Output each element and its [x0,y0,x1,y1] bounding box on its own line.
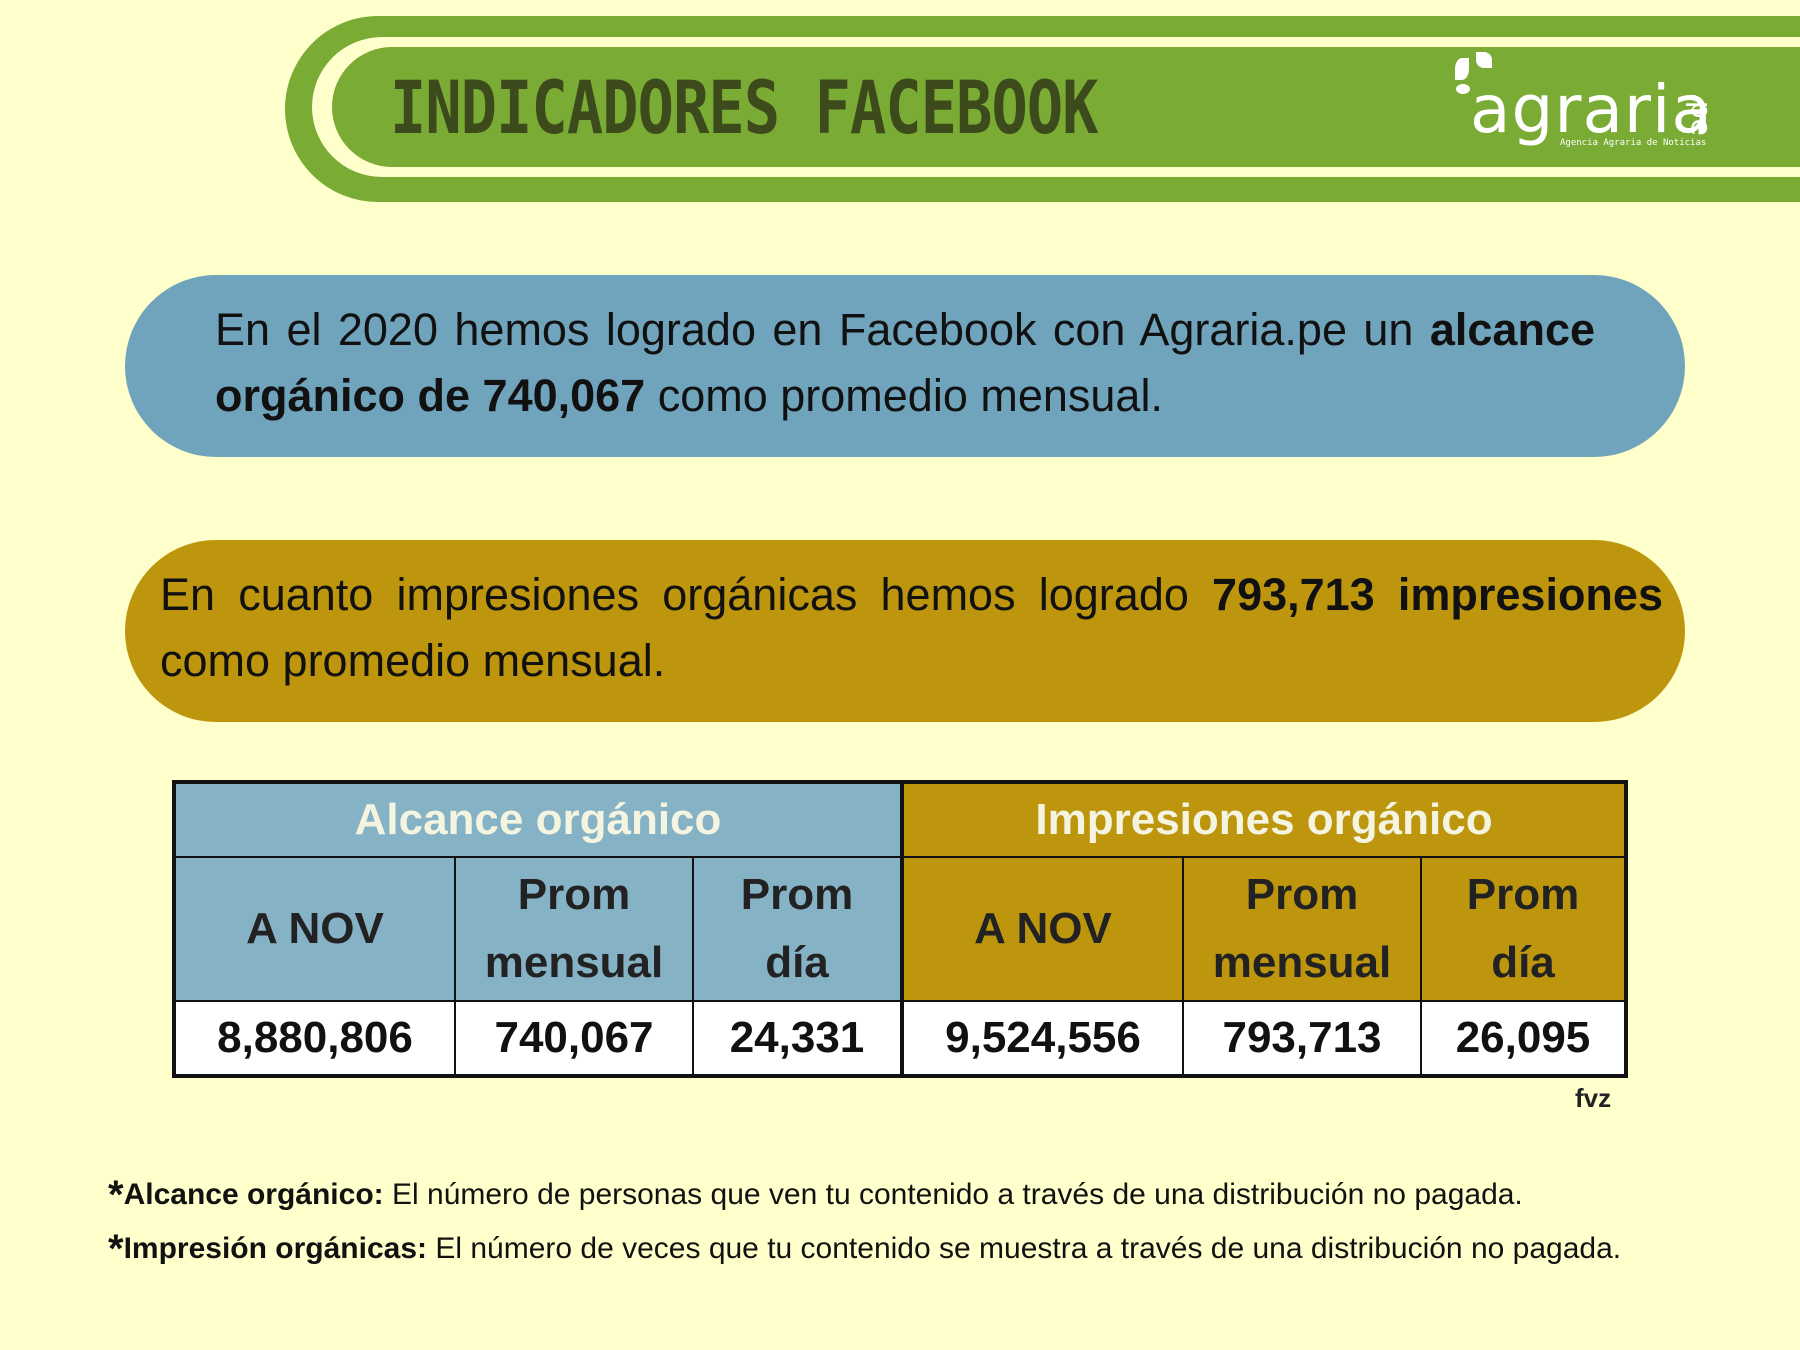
column-header-reach-daily: Prom día [692,856,903,1002]
logo-tagline: Agencia Agraria de Noticias [1560,138,1707,148]
author-credit: fvz [1575,1083,1612,1113]
column-header-label: día [1491,938,1555,987]
reach-text-after: como promedio mensual. [657,370,1163,421]
asterisk: * [108,1173,124,1217]
table-cell-impressions-monthly: 793,713 [1182,1000,1422,1077]
table-cell-impressions-daily: 26,095 [1420,1000,1627,1077]
leaf-icon [1456,84,1470,94]
column-header-label: Prom [740,870,854,919]
reach-text-bold: alcance orgánico de 740,067 [215,304,1595,421]
logo-wordmark: agraria [1470,71,1713,148]
footnote-text: El número de personas que ven tu conteni… [392,1178,1523,1211]
table-row: 8,880,806 740,067 24,331 9,524,556 793,7… [173,1000,1627,1077]
footnotes: *Alcance orgánico: El número de personas… [108,1168,1788,1276]
column-header-label: Prom [517,870,631,919]
footnote-text: El número de veces que tu contenido se m… [435,1232,1622,1265]
table-cell-reach-daily: 24,331 [692,1000,903,1077]
logo-suffix: .pe [1685,92,1718,136]
impressions-text-bold: 793,713 impresiones [1212,569,1663,620]
reach-summary-text: En el 2020 hemos logrado en Facebook con… [215,297,1595,429]
impressions-summary: En cuanto impresiones orgánicas hemos lo… [125,540,1685,722]
group-header-reach: Alcance orgánico [173,781,903,858]
footnote-term: Alcance orgánico: [123,1178,384,1211]
column-header-label: Prom [1245,870,1359,919]
leaf-icon [1476,52,1492,68]
column-header-reach-monthly: Prom mensual [454,856,694,1002]
header-banner-band [332,47,1800,167]
table-cell-reach-total: 8,880,806 [173,1000,456,1077]
column-header-label: mensual [1212,938,1392,987]
column-header-impressions-daily: Prom día [1420,856,1627,1002]
table-group-row: Alcance orgánico Impresiones orgánico [173,781,1627,858]
footnote-term: Impresión orgánicas: [123,1232,427,1265]
agraria-logo: agraria .pe Agencia Agraria de Noticias [1450,50,1750,160]
table-cell-impressions-total: 9,524,556 [900,1000,1184,1077]
column-header-label: día [765,938,829,987]
table-column-row: A NOV Prom mensual Prom día A NOV Prom m… [173,856,1627,1002]
reach-summary: En el 2020 hemos logrado en Facebook con… [125,275,1685,457]
impressions-text-after: como promedio mensual. [160,635,666,686]
footnote-reach: *Alcance orgánico: El número de personas… [108,1168,1788,1222]
column-header-impressions-monthly: Prom mensual [1182,856,1422,1002]
column-header-label: Prom [1466,870,1580,919]
column-header-impressions-total: A NOV [900,856,1184,1002]
table-cell-reach-monthly: 740,067 [454,1000,694,1077]
group-header-impressions: Impresiones orgánico [900,781,1627,858]
column-header-label: A NOV [246,904,384,953]
impressions-summary-text: En cuanto impresiones orgánicas hemos lo… [160,562,1663,694]
page-title: INDICADORES FACEBOOK [390,64,1099,152]
leaf-icon [1455,58,1469,80]
impressions-text-before: En cuanto impresiones orgánicas hemos lo… [160,569,1189,620]
column-header-label: mensual [484,938,664,987]
column-header-label: A NOV [974,904,1112,953]
footnote-impressions: *Impresión orgánicas: El número de veces… [108,1222,1788,1276]
stats-table: Alcance orgánico Impresiones orgánico A … [172,780,1628,1078]
reach-text-before: En el 2020 hemos logrado en Facebook con… [215,304,1414,355]
asterisk: * [108,1227,124,1271]
column-header-reach-total: A NOV [173,856,456,1002]
